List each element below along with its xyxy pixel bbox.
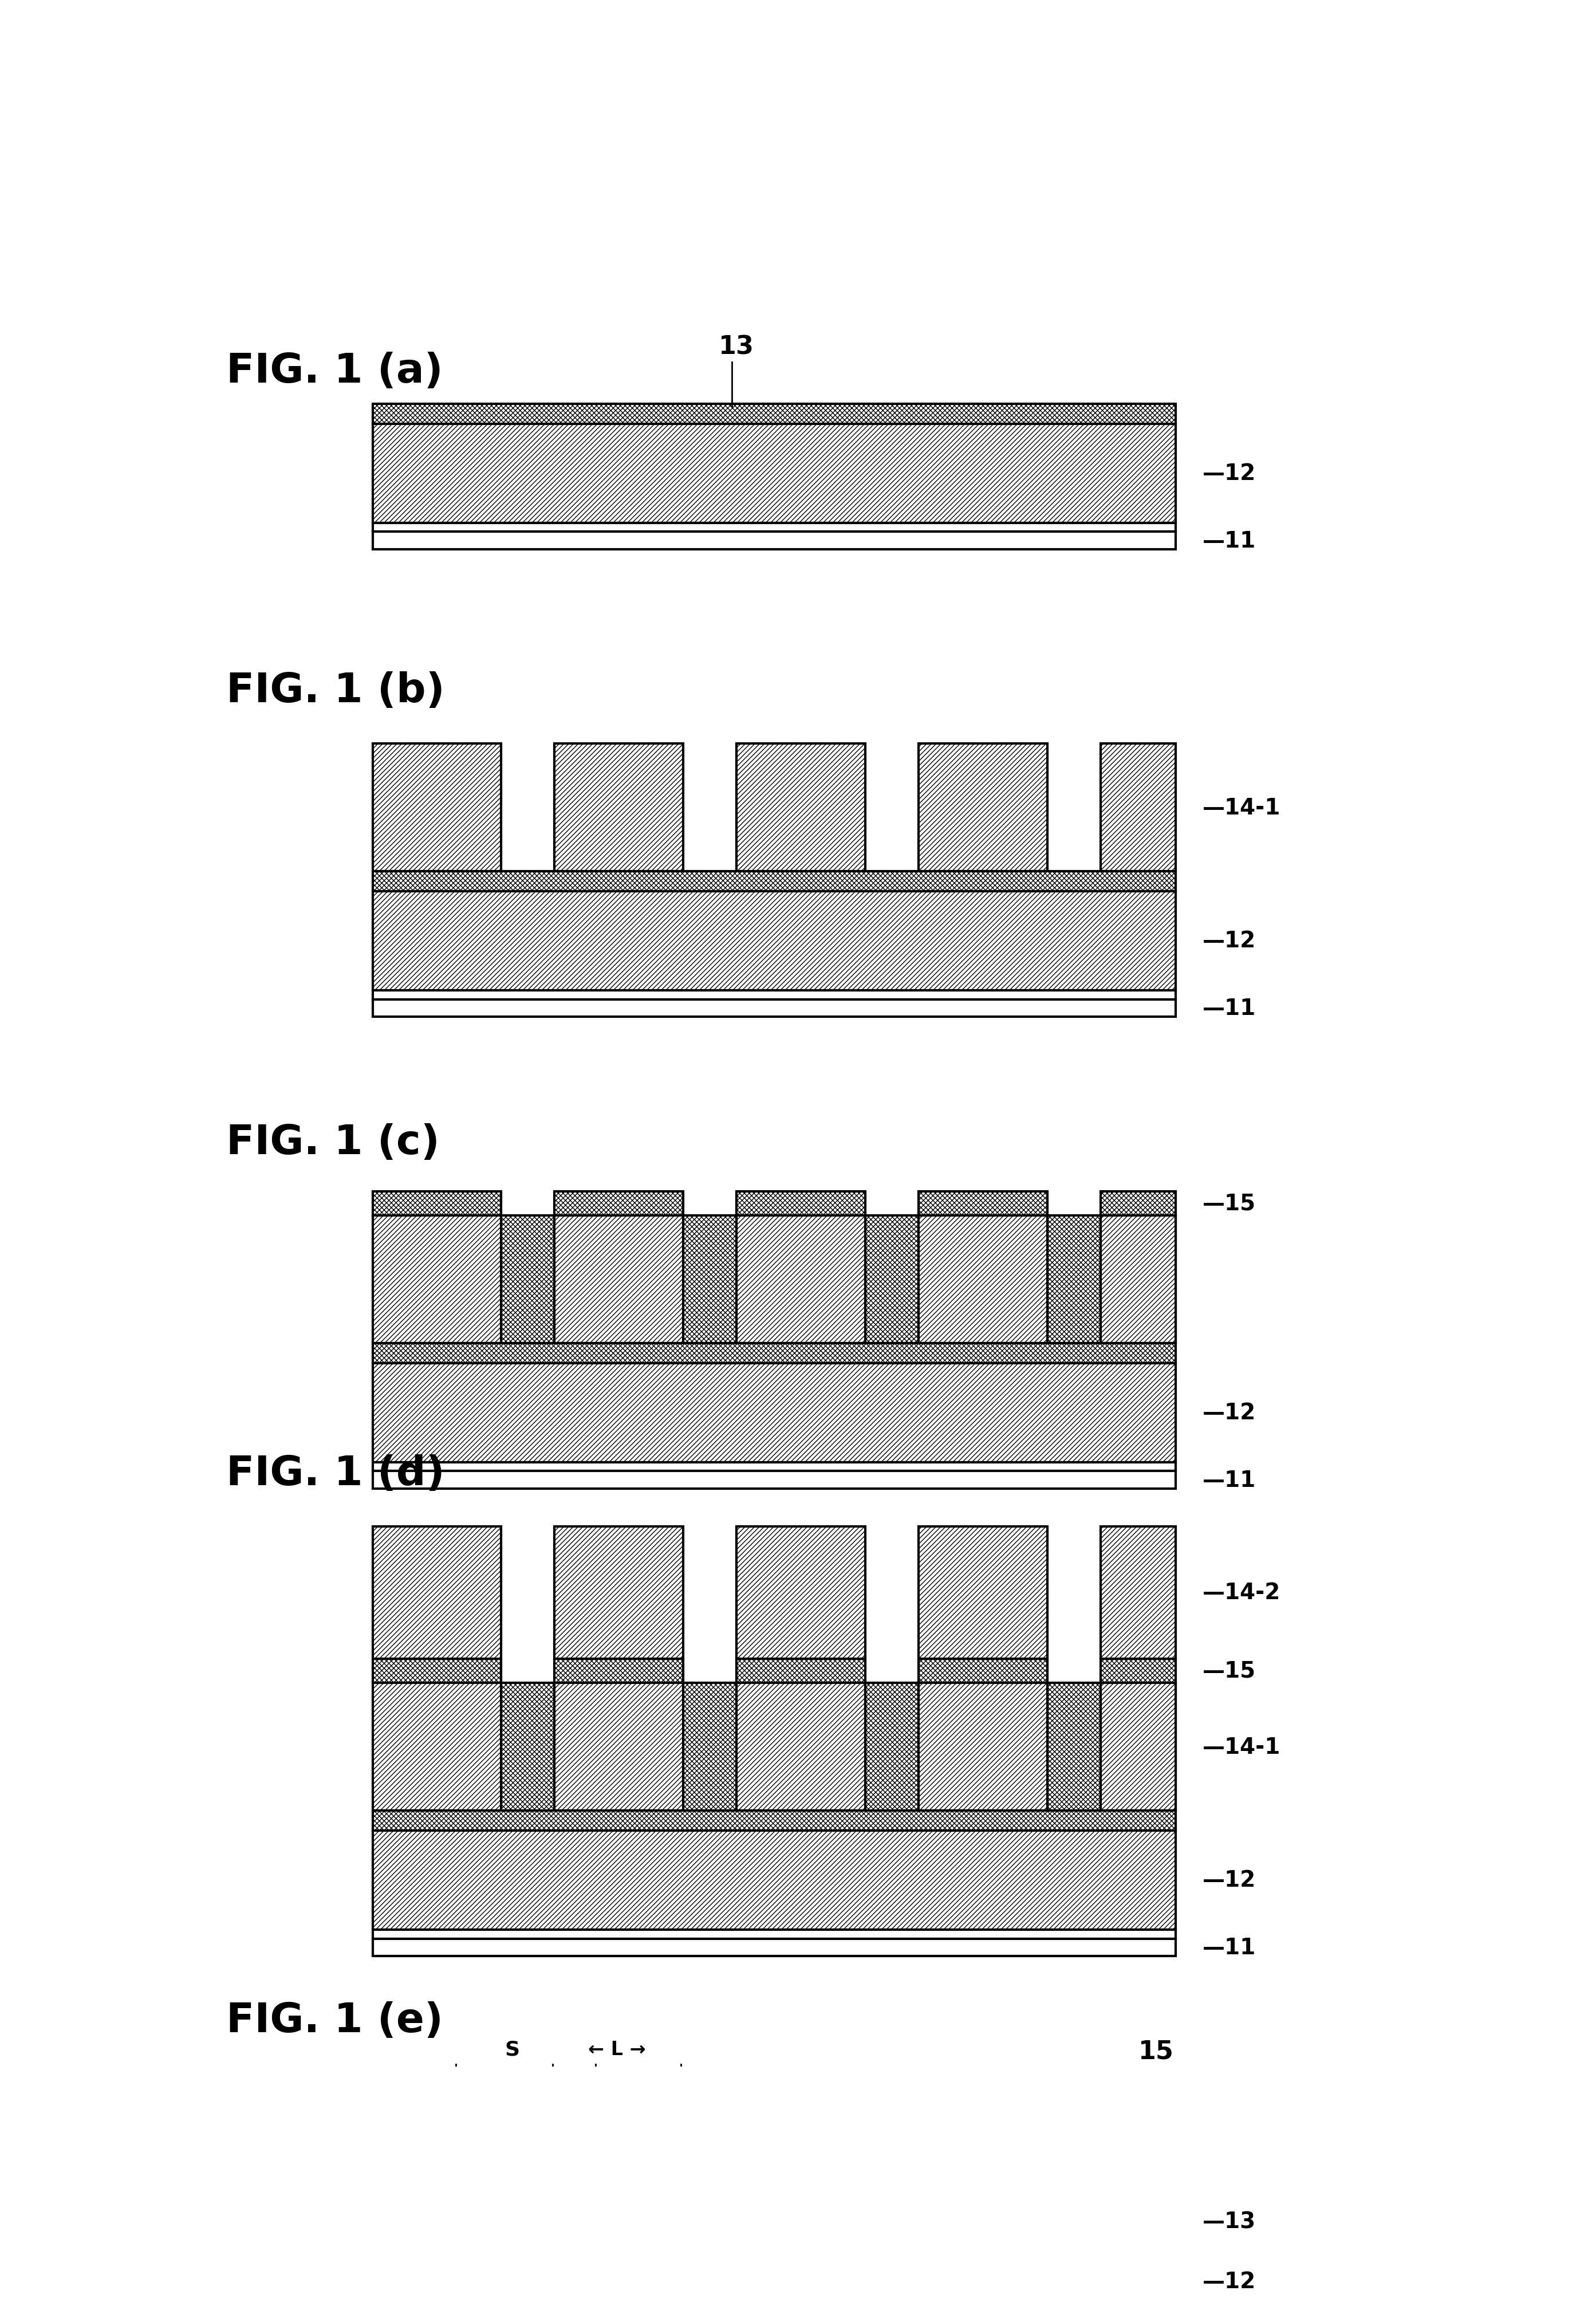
Bar bbox=[372, 1217, 501, 1344]
Bar bbox=[413, 2132, 456, 2213]
Text: FIG. 1 (e): FIG. 1 (e) bbox=[227, 2002, 444, 2041]
Bar bbox=[865, 1217, 918, 1344]
Bar bbox=[918, 743, 1047, 871]
Bar bbox=[372, 1191, 501, 1217]
Bar bbox=[370, 2104, 500, 2132]
Bar bbox=[1100, 1683, 1176, 1811]
Bar bbox=[501, 1683, 554, 1811]
Bar bbox=[372, 1526, 501, 1658]
Text: —11: —11 bbox=[1202, 998, 1256, 1019]
Text: —14-1: —14-1 bbox=[1202, 1737, 1280, 1758]
Text: ← L →: ← L → bbox=[587, 2039, 645, 2057]
Text: —12: —12 bbox=[1202, 931, 1256, 952]
Bar bbox=[1100, 743, 1176, 871]
Bar bbox=[736, 743, 865, 871]
Bar bbox=[554, 743, 683, 871]
Text: —14-2: —14-2 bbox=[1202, 1581, 1280, 1605]
Bar bbox=[1047, 1683, 1176, 1811]
Bar bbox=[918, 1526, 1047, 1658]
Bar bbox=[372, 522, 1176, 532]
Bar bbox=[974, 2104, 1103, 2132]
Bar bbox=[1100, 1191, 1176, 1217]
Bar bbox=[777, 2132, 820, 2213]
Text: —12: —12 bbox=[1202, 2271, 1256, 2292]
Bar bbox=[554, 1683, 683, 1811]
Bar bbox=[595, 2132, 638, 2213]
Bar bbox=[736, 1191, 865, 1217]
Text: —12: —12 bbox=[1202, 1869, 1256, 1890]
Bar bbox=[372, 404, 1176, 425]
Text: —15: —15 bbox=[1202, 1660, 1256, 1681]
Text: FIG. 1 (b): FIG. 1 (b) bbox=[227, 671, 445, 711]
Bar bbox=[1100, 1526, 1176, 1658]
Bar bbox=[372, 1939, 1176, 1957]
Bar bbox=[865, 1683, 918, 1811]
Bar bbox=[372, 743, 501, 871]
Bar bbox=[372, 1472, 1176, 1488]
Bar bbox=[554, 1191, 683, 1217]
Bar bbox=[554, 1217, 683, 1344]
Bar bbox=[372, 871, 1176, 892]
Bar bbox=[372, 1830, 1176, 1930]
Bar bbox=[554, 1526, 683, 1658]
Text: 15: 15 bbox=[1138, 2039, 1173, 2064]
Bar bbox=[918, 1683, 1047, 1811]
Bar bbox=[1100, 1217, 1176, 1344]
Text: —12: —12 bbox=[1202, 1402, 1256, 1423]
Bar bbox=[734, 2104, 863, 2132]
Bar bbox=[918, 1217, 1047, 1344]
Text: —11: —11 bbox=[1202, 1470, 1256, 1491]
Bar bbox=[736, 1683, 865, 1811]
Text: —11: —11 bbox=[1202, 1937, 1256, 1957]
Text: —13: —13 bbox=[1202, 2211, 1256, 2234]
Bar bbox=[372, 1683, 501, 1811]
Bar bbox=[372, 998, 1176, 1017]
Text: 13: 13 bbox=[718, 334, 755, 360]
Text: FIG. 1 (c): FIG. 1 (c) bbox=[227, 1124, 439, 1163]
Bar bbox=[372, 425, 1176, 522]
Bar bbox=[372, 1363, 1176, 1463]
Bar bbox=[372, 1463, 1176, 1472]
Bar bbox=[683, 1217, 736, 1344]
Text: S: S bbox=[504, 2039, 520, 2060]
Bar bbox=[1047, 1217, 1176, 1344]
Bar bbox=[552, 2104, 681, 2132]
Bar bbox=[736, 1658, 865, 1683]
Bar bbox=[372, 1658, 501, 1683]
Bar bbox=[372, 1811, 1176, 1830]
Bar bbox=[918, 1191, 1047, 1217]
Text: —14-1: —14-1 bbox=[1202, 796, 1280, 820]
Bar bbox=[372, 1930, 1176, 1939]
Bar bbox=[372, 2213, 1176, 2231]
Bar bbox=[372, 1344, 1176, 1363]
Bar bbox=[736, 1526, 865, 1658]
Text: FIG. 1 (d): FIG. 1 (d) bbox=[227, 1454, 445, 1493]
Text: FIG. 1 (a): FIG. 1 (a) bbox=[227, 351, 444, 390]
Bar bbox=[736, 1217, 865, 1344]
Text: —11: —11 bbox=[1202, 529, 1256, 553]
Bar bbox=[372, 892, 1176, 991]
Bar bbox=[372, 2231, 1176, 2322]
Bar bbox=[501, 1217, 554, 1344]
Bar bbox=[554, 1658, 683, 1683]
Bar bbox=[918, 1658, 1047, 1683]
Bar bbox=[372, 991, 1176, 998]
Text: —15: —15 bbox=[1202, 1194, 1256, 1214]
Bar bbox=[683, 1683, 736, 1811]
Bar bbox=[372, 532, 1176, 550]
Text: —12: —12 bbox=[1202, 462, 1256, 485]
Bar bbox=[1017, 2132, 1060, 2213]
Bar bbox=[1100, 1658, 1176, 1683]
